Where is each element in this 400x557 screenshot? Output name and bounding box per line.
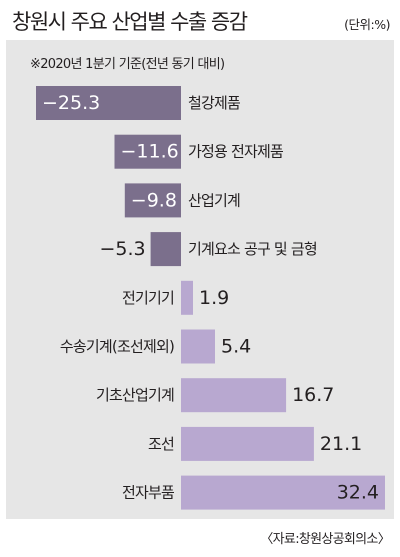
value-label-4: 1.9 bbox=[199, 287, 229, 309]
bar-8 bbox=[181, 475, 385, 510]
source-label: 〈자료:창원상공회의소〉 bbox=[260, 532, 390, 547]
value-label-1: −11.6 bbox=[121, 141, 179, 163]
value-label-0: −25.3 bbox=[42, 92, 100, 114]
bar-0 bbox=[36, 86, 181, 120]
value-label-3: −5.3 bbox=[99, 238, 145, 260]
chart-title: 창원시 주요 산업별 수출 증감 bbox=[12, 10, 248, 34]
basis-note: ※2020년 1분기 기준(전년 동기 대비) bbox=[30, 57, 225, 72]
bar-1 bbox=[114, 134, 181, 169]
bar-4 bbox=[181, 280, 193, 315]
category-label-4: 전기기기 bbox=[122, 289, 174, 307]
value-label-2: −9.8 bbox=[131, 189, 177, 211]
bar-3 bbox=[150, 232, 181, 267]
category-label-8: 전자부품 bbox=[122, 484, 174, 502]
value-label-8: 32.4 bbox=[337, 482, 379, 504]
category-label-2: 산업기계 bbox=[188, 191, 240, 209]
bar-5 bbox=[181, 329, 215, 364]
category-label-6: 기초산업기계 bbox=[96, 386, 174, 404]
value-label-7: 21.1 bbox=[320, 433, 362, 455]
category-label-5: 수송기계(조선제외) bbox=[60, 338, 174, 356]
bar-7 bbox=[181, 426, 314, 461]
bar-6 bbox=[181, 378, 287, 413]
category-label-7: 조선 bbox=[148, 435, 174, 453]
bar-2 bbox=[124, 183, 181, 218]
category-label-1: 가정용 전자제품 bbox=[188, 143, 283, 161]
unit-label: (단위:%) bbox=[344, 17, 390, 32]
value-label-5: 5.4 bbox=[221, 336, 251, 358]
category-label-3: 기계요소 공구 및 금형 bbox=[188, 240, 317, 258]
value-label-6: 16.7 bbox=[292, 384, 334, 406]
category-label-0: 철강제품 bbox=[188, 94, 240, 112]
